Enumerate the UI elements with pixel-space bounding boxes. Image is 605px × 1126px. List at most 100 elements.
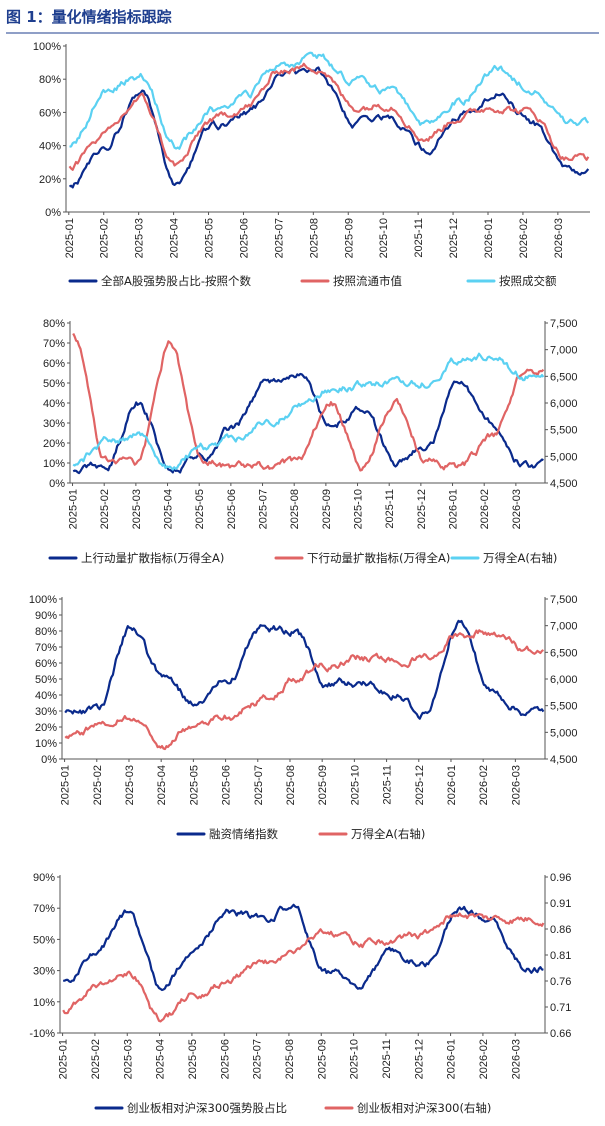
x-tick-label: 2025-03	[134, 218, 146, 258]
y2-tick-label: 0.91	[550, 898, 571, 910]
x-tick-label: 2025-05	[188, 765, 200, 805]
y-tick-label: 20%	[39, 174, 61, 186]
x-tick-label: 2025-07	[252, 1039, 264, 1079]
y2-tick-label: 0.66	[550, 1028, 571, 1040]
x-tick-label: 2025-02	[90, 1039, 102, 1079]
figure-title: 图 1：量化情绪指标跟踪	[6, 8, 172, 26]
series-line-3	[72, 352, 545, 471]
series-line-3	[69, 51, 590, 150]
x-tick-label: 2026-03	[510, 1039, 522, 1079]
y2-tick-label: 4,500	[550, 754, 578, 766]
x-tick-label: 2025-01	[60, 765, 72, 805]
y-tick-label: 0%	[41, 754, 57, 766]
y-tick-label: -10%	[29, 1028, 55, 1040]
legend-label: 上行动量扩散指标(万得全A)	[81, 551, 224, 565]
y-tick-label: 40%	[35, 690, 57, 702]
x-tick-label: 2025-09	[321, 489, 333, 529]
legend-label: 创业板相对沪深300(右轴)	[357, 1101, 491, 1115]
y2-tick-label: 7,000	[550, 621, 578, 633]
y-tick-label: 60%	[39, 107, 61, 119]
x-tick-label: 2025-12	[413, 1039, 425, 1079]
y2-tick-label: 5,000	[550, 727, 578, 739]
y2-tick-label: 7,500	[550, 594, 578, 606]
y-tick-label: 40%	[43, 398, 65, 410]
x-tick-label: 2025-05	[187, 1039, 199, 1079]
y2-tick-label: 7,500	[550, 318, 578, 330]
x-tick-label: 2025-12	[416, 489, 428, 529]
x-tick-label: 2025-05	[194, 489, 206, 529]
y-tick-label: 20%	[35, 722, 57, 734]
x-tick-label: 2025-05	[204, 218, 216, 258]
x-tick-label: 2026-01	[446, 765, 458, 805]
y-tick-label: 90%	[35, 610, 57, 622]
charts-group: 0% 20% 40% 60% 80% 100% 2025-01 2025-02 2025-03 2…	[29, 41, 590, 1115]
x-tick-label: 2025-03	[122, 1039, 134, 1079]
x-tick-label: 2025-09	[317, 765, 329, 805]
y-tick-label: 0%	[49, 478, 65, 490]
y-tick-label: 80%	[39, 74, 61, 86]
chart-1: 0% 20% 40% 60% 80% 100% 2025-01 2025-02 2025-03 2…	[33, 41, 590, 288]
y-tick-label: 30%	[33, 966, 55, 978]
x-tick-label: 2025-08	[308, 218, 320, 258]
x-tick-label: 2025-08	[285, 765, 297, 805]
legend-label: 下行动量扩散指标(万得全A)	[307, 551, 450, 565]
x-tick-label: 2025-06	[219, 1039, 231, 1079]
series-line-1	[62, 903, 544, 992]
y2-tick-label: 7,000	[550, 345, 578, 357]
y2-tick-label: 0.71	[550, 1002, 571, 1014]
x-tick-label: 2025-09	[316, 1039, 328, 1079]
x-tick-label: 2025-03	[124, 765, 136, 805]
series-line-1	[72, 372, 544, 475]
legend-label: 按照成交额	[499, 274, 557, 288]
y-tick-label: 50%	[43, 378, 65, 390]
x-tick-label: 2025-09	[343, 218, 355, 258]
series-line-1	[68, 66, 590, 189]
x-tick-label: 2025-12	[414, 765, 426, 805]
x-tick-label: 2026-01	[446, 1039, 458, 1079]
y2-tick-label: 5,500	[550, 425, 578, 437]
x-tick-label: 2026-02	[518, 218, 530, 258]
x-tick-label: 2026-02	[478, 765, 490, 805]
y-tick-label: 70%	[35, 642, 57, 654]
y-tick-label: 80%	[35, 626, 57, 638]
y-tick-label: 60%	[43, 358, 65, 370]
x-tick-label: 2025-11	[413, 218, 425, 258]
y2-tick-label: 5,000	[550, 451, 578, 463]
y2-tick-label: 0.81	[550, 950, 571, 962]
x-tick-label: 2025-12	[448, 218, 460, 258]
y-tick-label: 0%	[45, 207, 61, 219]
y-tick-label: 50%	[33, 934, 55, 946]
x-tick-label: 2026-03	[511, 489, 523, 529]
x-tick-label: 2025-01	[68, 489, 80, 529]
y2-tick-label: 6,000	[550, 398, 578, 410]
x-tick-label: 2025-10	[353, 489, 365, 529]
x-tick-label: 2025-04	[155, 1039, 167, 1079]
y-tick-label: 20%	[43, 438, 65, 450]
x-tick-label: 2025-06	[226, 489, 238, 529]
x-tick-label: 2026-02	[478, 1039, 490, 1079]
x-tick-label: 2025-11	[381, 1039, 393, 1079]
x-tick-label: 2026-02	[479, 489, 491, 529]
chart-3: 0% 10% 20% 30% 40% 50% 60% 70% 80% 90% 100% 4,500 5,…	[29, 594, 578, 841]
x-tick-label: 2025-08	[284, 1039, 296, 1079]
legend-label: 融资情绪指数	[209, 827, 278, 841]
y-tick-label: 60%	[35, 658, 57, 670]
x-tick-label: 2025-08	[289, 489, 301, 529]
x-tick-label: 2025-02	[99, 489, 111, 529]
x-tick-label: 2025-01	[58, 1039, 70, 1079]
x-tick-label: 2025-07	[273, 218, 285, 258]
chart-2: 0% 10% 20% 30% 40% 50% 60% 70% 80% 4,500 5,000 5,50…	[43, 318, 578, 565]
x-tick-label: 2025-01	[64, 218, 76, 258]
y-tick-label: 30%	[35, 706, 57, 718]
y2-tick-label: 5,500	[550, 701, 578, 713]
x-tick-label: 2025-04	[156, 765, 168, 805]
y-tick-label: 30%	[43, 418, 65, 430]
chart-4: -10% 10% 30% 50% 70% 90% 0.66 0.71 0.76 0.81 0.86 0…	[29, 872, 571, 1115]
x-tick-label: 2025-10	[378, 218, 390, 258]
x-tick-label: 2025-06	[221, 765, 233, 805]
y2-tick-label: 6,500	[550, 371, 578, 383]
y-tick-label: 100%	[29, 594, 57, 606]
y2-tick-label: 0.76	[550, 976, 571, 988]
y-tick-label: 10%	[43, 458, 65, 470]
